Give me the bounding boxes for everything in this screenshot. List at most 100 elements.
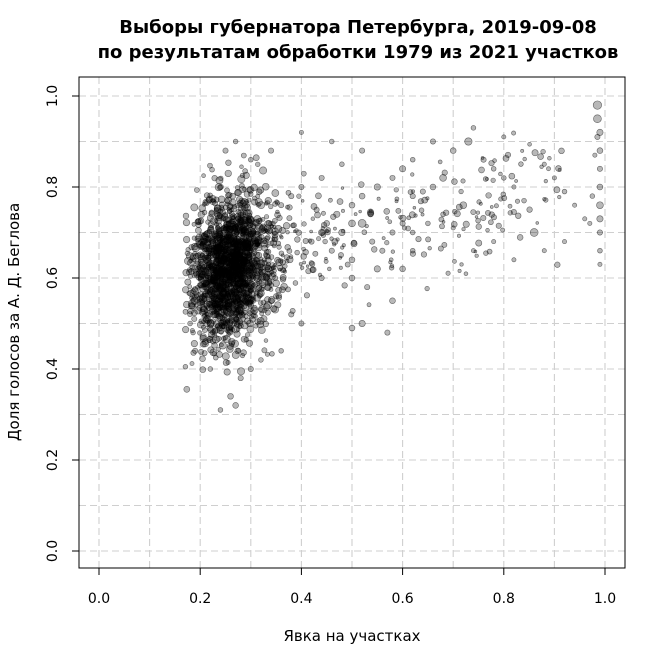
data-point	[229, 304, 237, 312]
data-point	[235, 267, 243, 275]
data-point	[357, 219, 367, 228]
data-point	[216, 351, 223, 358]
data-point	[309, 229, 313, 234]
data-point	[209, 239, 217, 246]
data-point	[429, 183, 437, 191]
data-point	[485, 177, 489, 181]
data-point	[208, 209, 215, 216]
data-point	[247, 285, 255, 293]
data-point	[309, 266, 317, 274]
data-point	[301, 246, 306, 252]
y-tick-label: 0.4	[45, 358, 61, 380]
data-point	[216, 346, 221, 352]
data-point	[527, 142, 532, 147]
data-point	[338, 255, 343, 260]
data-point	[413, 213, 418, 218]
data-point	[361, 229, 368, 236]
data-point	[243, 231, 251, 240]
data-point	[244, 289, 251, 297]
data-point	[268, 147, 275, 154]
data-point	[197, 243, 205, 251]
data-point	[462, 220, 470, 228]
data-point	[224, 187, 230, 194]
data-point	[224, 196, 232, 205]
data-point	[282, 269, 288, 274]
data-point	[383, 208, 390, 215]
data-point	[242, 168, 248, 174]
data-point	[222, 335, 231, 344]
data-point	[247, 366, 254, 372]
data-point	[520, 149, 525, 153]
data-point	[553, 186, 561, 194]
data-point	[336, 198, 344, 205]
data-point	[474, 253, 479, 258]
data-point	[500, 227, 506, 233]
data-point	[263, 214, 270, 220]
data-point	[216, 303, 223, 310]
data-point	[216, 285, 225, 294]
data-point	[257, 217, 263, 223]
data-point	[275, 294, 283, 301]
data-point	[305, 264, 310, 268]
data-point	[325, 227, 331, 233]
data-point	[371, 246, 378, 253]
data-point	[475, 223, 482, 230]
data-point	[228, 260, 235, 267]
data-point	[202, 257, 209, 264]
data-point	[221, 225, 227, 230]
data-point	[439, 223, 445, 230]
data-point	[259, 166, 268, 175]
data-point	[298, 129, 304, 135]
data-point	[186, 267, 193, 273]
data-point	[227, 393, 234, 400]
data-point	[201, 313, 208, 320]
data-point	[322, 238, 328, 245]
data-point	[247, 307, 255, 315]
data-point	[255, 223, 264, 231]
data-point	[531, 149, 539, 157]
data-point	[541, 161, 547, 167]
data-point	[222, 309, 229, 315]
data-point	[207, 366, 214, 372]
data-point	[241, 244, 248, 252]
data-point	[251, 223, 257, 229]
data-point	[332, 242, 337, 247]
data-point	[268, 203, 274, 210]
data-point	[489, 205, 494, 209]
data-point	[191, 316, 198, 322]
data-point	[182, 286, 190, 294]
data-point	[270, 221, 276, 227]
data-point	[516, 234, 524, 241]
data-point	[197, 210, 205, 219]
data-point	[340, 245, 345, 250]
data-point	[389, 174, 396, 181]
data-point	[441, 220, 446, 224]
data-point	[218, 175, 224, 181]
data-point	[264, 351, 270, 357]
data-point	[456, 233, 461, 238]
data-point	[206, 319, 215, 327]
data-point	[359, 147, 366, 154]
data-point	[323, 220, 330, 227]
data-point	[315, 192, 322, 200]
data-point	[205, 240, 211, 246]
data-point	[300, 170, 307, 177]
data-point	[295, 229, 302, 236]
data-point	[182, 218, 191, 227]
data-point	[313, 206, 320, 213]
data-point	[232, 237, 240, 244]
data-point	[207, 263, 214, 270]
data-point	[399, 165, 407, 173]
data-point	[389, 297, 396, 304]
data-point	[196, 304, 203, 311]
data-point	[373, 183, 381, 191]
data-point	[238, 320, 244, 326]
data-point	[594, 133, 601, 140]
data-point	[217, 184, 224, 190]
data-point	[425, 220, 431, 227]
data-point	[293, 229, 297, 234]
data-point	[194, 306, 203, 315]
data-point	[232, 402, 239, 409]
data-point	[244, 317, 252, 325]
data-point	[439, 174, 447, 182]
